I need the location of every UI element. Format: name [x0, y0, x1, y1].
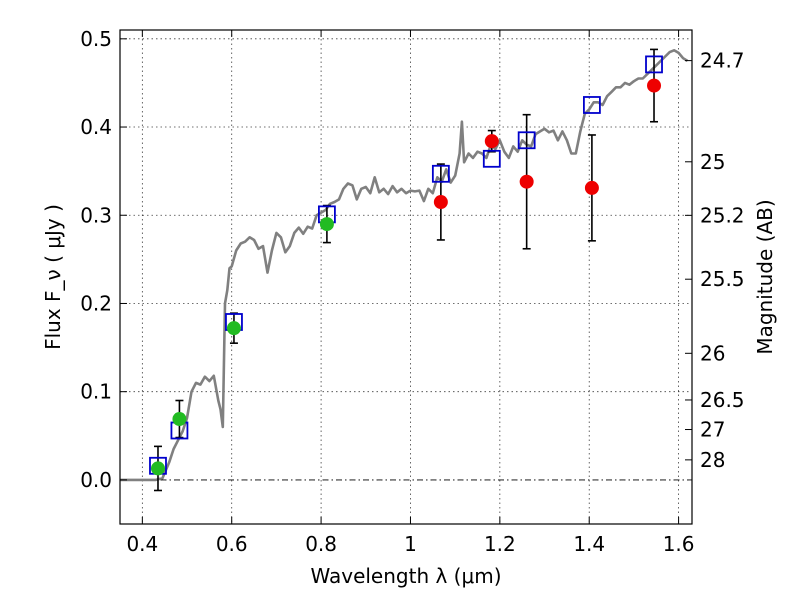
right-tick-label: 25.2	[700, 203, 745, 227]
x-axis-label: Wavelength λ (μm)	[310, 564, 501, 588]
model-photometry-square	[645, 55, 663, 74]
model-photometry-square	[583, 96, 601, 114]
model-spectrum-line	[120, 48, 689, 482]
y-axis-label: Flux F_ν ( μJy )	[41, 204, 65, 350]
x-tick-label: 1.6	[663, 532, 695, 556]
right-axis-ticks: 24.7 25 25.2 25.5 26 26.5 27 28	[685, 49, 745, 472]
optical-data-point	[172, 412, 187, 427]
x-tick-label: 1.2	[484, 532, 516, 556]
near-ir-data-point	[519, 174, 534, 189]
spectrum-layer	[120, 48, 689, 482]
near-ir-data-point	[584, 180, 599, 195]
x-axis-ticks: 0.4 0.6 0.8 1 1.2 1.4 1.6	[126, 30, 695, 556]
right-tick-label: 26	[700, 341, 725, 365]
grid-lines	[120, 30, 692, 524]
right-tick-label: 26.5	[700, 388, 745, 412]
optical-data-point	[319, 217, 334, 232]
y-tick-label: 0.0	[80, 468, 112, 492]
y-tick-label: 0.2	[80, 291, 112, 315]
near-ir-data-point	[484, 134, 499, 149]
y-tick-label: 0.1	[80, 380, 112, 404]
right-tick-label: 25	[700, 150, 725, 174]
model-photometry-square	[482, 149, 501, 168]
y-tick-label: 0.5	[80, 27, 112, 51]
right-tick-label: 27	[700, 418, 725, 442]
x-tick-label: 0.8	[305, 532, 337, 556]
optical-data-point	[150, 461, 165, 476]
y-tick-label: 0.4	[80, 115, 112, 139]
near-ir-data-point	[433, 195, 448, 210]
y-tick-label: 0.3	[80, 203, 112, 227]
marker-layer	[149, 55, 663, 476]
right-axis-label: Magnitude (AB)	[753, 199, 777, 354]
plot-frame	[119, 29, 693, 525]
near-ir-data-point	[647, 78, 662, 93]
optical-data-point	[226, 321, 241, 336]
x-tick-label: 0.6	[216, 532, 248, 556]
model-photometry-square	[431, 164, 450, 183]
x-tick-label: 1.4	[573, 532, 605, 556]
right-tick-label: 24.7	[700, 49, 745, 73]
x-tick-label: 1	[404, 532, 417, 556]
model-photometry-square	[517, 131, 536, 150]
y-axis-ticks: 0.0 0.1 0.2 0.3 0.4 0.5	[80, 27, 127, 492]
x-tick-label: 0.4	[126, 532, 158, 556]
right-tick-label: 28	[700, 448, 725, 472]
right-tick-label: 25.5	[700, 267, 745, 291]
